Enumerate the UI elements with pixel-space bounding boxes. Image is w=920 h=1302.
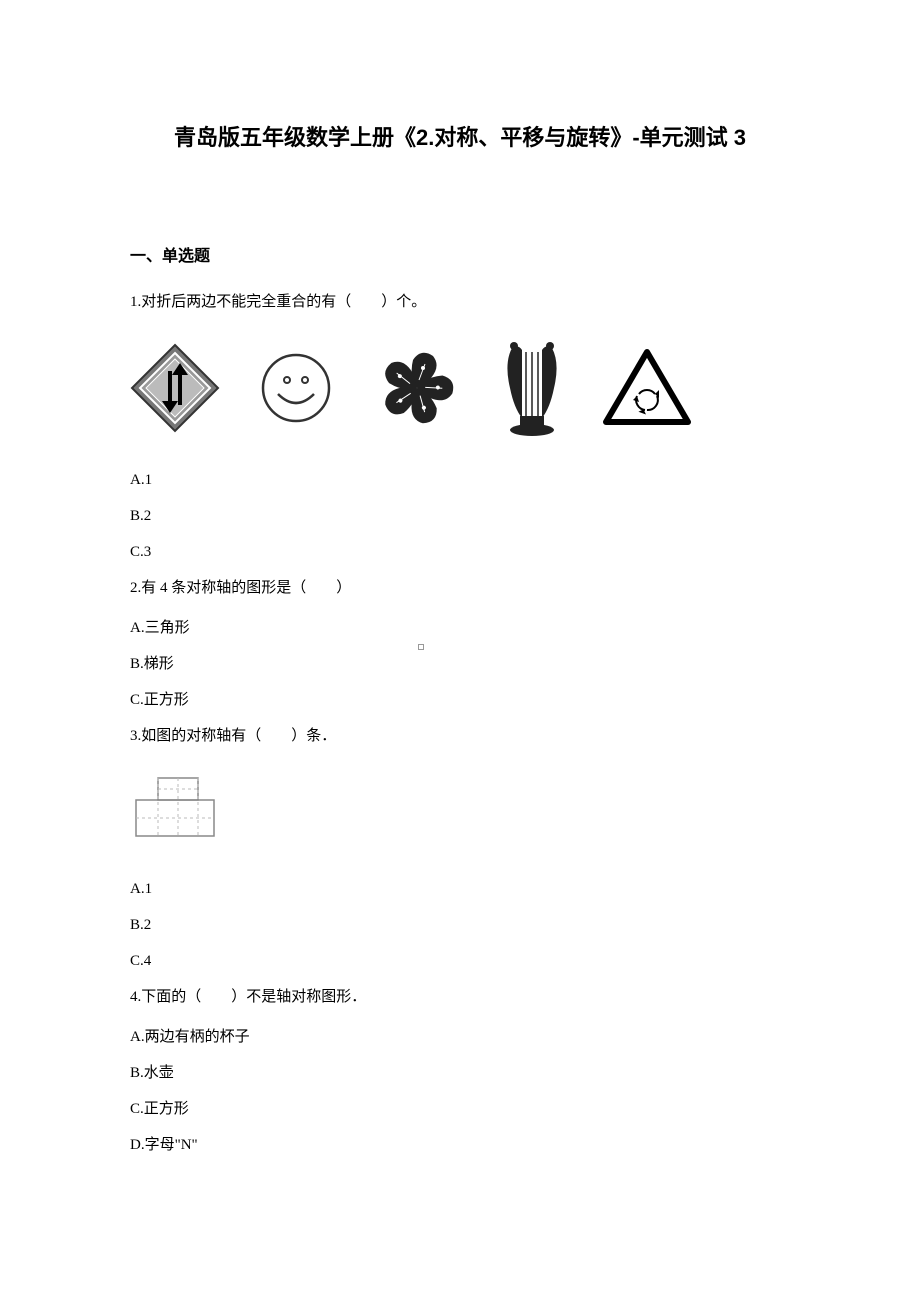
q4-optA: A.两边有柄的杯子 [130, 1019, 790, 1055]
smiley-face-icon [260, 352, 332, 424]
triangle-recycle-icon [602, 348, 692, 428]
q1-optA: A.1 [130, 462, 790, 498]
q1-optB: B.2 [130, 498, 790, 534]
q3-optB: B.2 [130, 907, 790, 943]
q1-text: 1.对折后两边不能完全重合的有（ ）个。 [130, 284, 790, 320]
page-title: 青岛版五年级数学上册《2.对称、平移与旋转》-单元测试 3 [130, 120, 790, 152]
q4-optC: C.正方形 [130, 1091, 790, 1127]
q2-optA: A.三角形 [130, 610, 790, 646]
q3-text: 3.如图的对称轴有（ ）条． [130, 718, 790, 754]
q3-optC: C.4 [130, 943, 790, 979]
lyre-icon [502, 338, 562, 438]
q3-image [130, 772, 790, 847]
q2-text: 2.有 4 条对称轴的图形是（ ） [130, 570, 790, 606]
bauhinia-flower-icon [372, 343, 462, 433]
q2-optB: B.梯形 [130, 646, 790, 682]
q4-optD: D.字母"N" [130, 1127, 790, 1163]
q1-images [130, 338, 790, 438]
center-marker [418, 644, 424, 650]
q1-optC: C.3 [130, 534, 790, 570]
q4-text: 4.下面的（ ）不是轴对称图形． [130, 979, 790, 1015]
section-heading: 一、单选题 [130, 242, 790, 266]
q3-optA: A.1 [130, 871, 790, 907]
q4-optB: B.水壶 [130, 1055, 790, 1091]
q2-optC: C.正方形 [130, 682, 790, 718]
diamond-arrows-icon [130, 343, 220, 433]
